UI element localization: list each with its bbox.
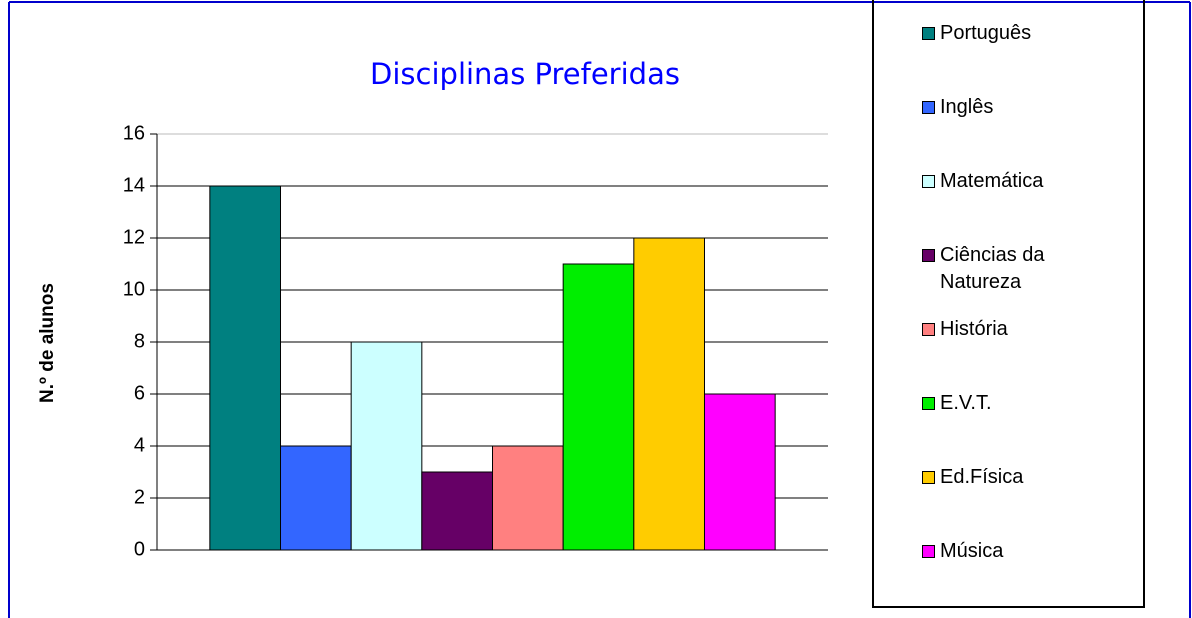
- legend-label: Ed.Física: [940, 466, 1024, 488]
- bar: [562, 263, 635, 551]
- legend-swatch: [922, 323, 935, 336]
- legend-swatch: [922, 27, 935, 40]
- y-tick-label: 8: [134, 330, 145, 352]
- legend-label: Música: [940, 540, 1004, 562]
- y-tick-label: 16: [123, 122, 145, 144]
- bar: [209, 185, 282, 551]
- y-tick-label: 10: [123, 278, 145, 300]
- legend-label: Ciências da Natureza: [940, 244, 1045, 293]
- legend-label: Inglês: [940, 96, 994, 118]
- legend-label: Matemática: [940, 170, 1044, 192]
- legend-swatch: [922, 175, 935, 188]
- y-tick-label: 12: [123, 226, 145, 248]
- bar: [421, 471, 494, 551]
- bar: [633, 237, 705, 551]
- y-tick-label: 6: [134, 382, 145, 404]
- y-tick-label: 0: [134, 538, 145, 560]
- legend-entry: Português: [922, 20, 1102, 47]
- y-tick-label: 4: [134, 434, 145, 456]
- legend-entry: E.V.T.: [922, 390, 1102, 417]
- bar: [280, 445, 352, 551]
- legend: Português Inglês Matemática Ciências da Nat…: [872, 0, 1145, 608]
- legend-label: Português: [940, 22, 1032, 44]
- legend-swatch: [922, 249, 935, 262]
- bar: [492, 445, 564, 551]
- legend-swatch: [922, 471, 935, 484]
- y-axis-label: N.º de alunos: [37, 283, 58, 403]
- legend-swatch: [922, 101, 935, 114]
- bar: [703, 393, 776, 551]
- legend-entry: Inglês: [922, 94, 1102, 121]
- legend-entry: História: [922, 316, 1102, 343]
- legend-entry: Música: [922, 538, 1102, 565]
- legend-swatch: [922, 545, 935, 558]
- chart-title: Disciplinas Preferidas: [370, 57, 680, 91]
- legend-swatch: [922, 397, 935, 410]
- bar: [350, 341, 423, 551]
- legend-entry: Ciências da Natureza: [922, 242, 1102, 296]
- legend-entry: Ed.Física: [922, 464, 1102, 491]
- y-tick-label: 2: [134, 486, 145, 508]
- legend-label: E.V.T.: [940, 392, 992, 414]
- legend-label: História: [940, 318, 1008, 340]
- legend-entry: Matemática: [922, 168, 1102, 195]
- y-tick-label: 14: [123, 174, 145, 196]
